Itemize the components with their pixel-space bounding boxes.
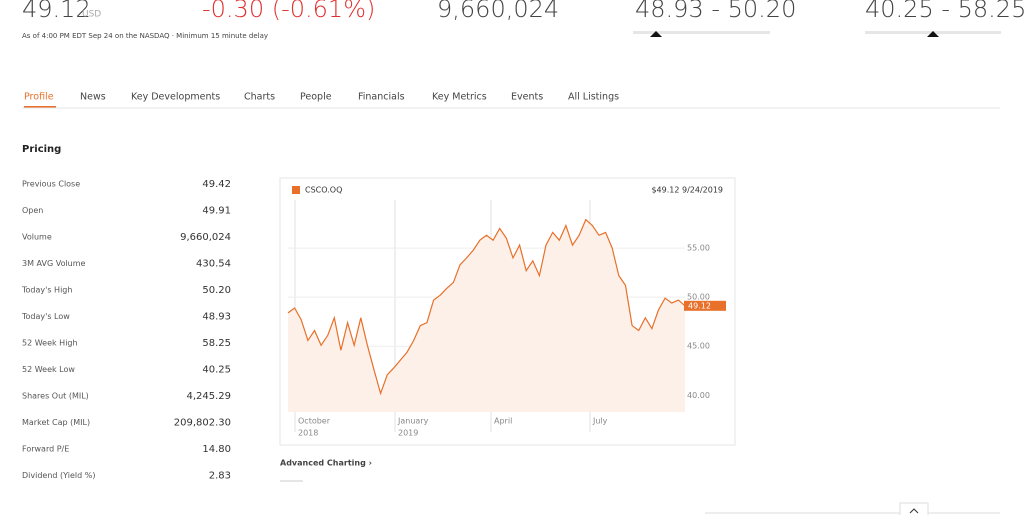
range-52: 40.25 - 58.25 <box>865 0 1024 23</box>
volume: 9,660,024 <box>437 0 559 23</box>
chevron <box>909 508 919 514</box>
tab[interactable]: Events <box>511 92 543 103</box>
day-range: 48.93 - 50.20 <box>635 0 796 23</box>
y-tick-label: 55.00 <box>687 244 710 253</box>
range-marker <box>650 31 662 37</box>
price-line <box>287 218 686 396</box>
row-label: Market Cap (MIL) <box>22 418 90 427</box>
chart-frame <box>279 177 736 446</box>
currency: USD <box>82 10 101 20</box>
range-marker <box>927 31 939 37</box>
row-label: 52 Week Low <box>22 365 75 374</box>
row-label: Today's High <box>21 286 72 295</box>
row-value: 209,802.30 <box>174 418 231 429</box>
row-value: 50.20 <box>202 285 231 296</box>
row-value: 40.25 <box>202 365 231 376</box>
price: 49.12 <box>22 0 91 23</box>
tab[interactable]: Key Developments <box>131 92 220 103</box>
row-label: Forward P/E <box>22 445 69 454</box>
tab[interactable]: People <box>300 92 332 103</box>
change: -0.30 (-0.61%) <box>202 0 375 23</box>
row-value: 14.80 <box>202 444 231 455</box>
row-value: 58.25 <box>202 338 231 349</box>
tab[interactable]: All Listings <box>568 92 619 103</box>
row-value: 9,660,024 <box>180 232 231 243</box>
row-label: Previous Close <box>22 180 80 189</box>
advanced-charting-link[interactable]: Advanced Charting › <box>280 459 372 468</box>
row-label: Today's Low <box>21 312 70 321</box>
row-label: Dividend (Yield %) <box>22 471 95 480</box>
x-tick-label: 2019 <box>398 429 418 438</box>
y-tick-label: 40.00 <box>687 391 710 400</box>
section-title: Pricing <box>22 144 61 155</box>
row-value: 49.42 <box>202 179 231 190</box>
area-fill <box>288 219 685 412</box>
as-of: As of 4:00 PM EDT Sep 24 on the NASDAQ ·… <box>22 32 268 40</box>
last-value-box <box>684 300 726 311</box>
chart-header: $49.12 9/24/2019 <box>651 186 723 195</box>
x-tick-label: April <box>494 417 512 426</box>
row-value: 49.91 <box>202 206 231 217</box>
row-value: 430.54 <box>196 259 231 270</box>
row-value: 48.93 <box>202 312 231 323</box>
tab[interactable]: Key Metrics <box>432 92 487 103</box>
tab[interactable]: Charts <box>244 92 275 103</box>
row-value: 4,245.29 <box>186 391 231 402</box>
row-value: 2.83 <box>209 471 231 482</box>
range-bar <box>633 31 770 34</box>
row-label: Open <box>22 206 43 215</box>
tab[interactable]: Financials <box>358 92 405 103</box>
legend-swatch <box>292 186 300 194</box>
y-tick-label: 50.00 <box>687 293 710 302</box>
row-label: 3M AVG Volume <box>22 259 86 268</box>
last-value-label: 49.12 <box>688 301 711 310</box>
x-tick-label: January <box>397 417 429 426</box>
x-tick-label: October <box>298 417 331 426</box>
row-label: 52 Week High <box>22 339 78 348</box>
tab[interactable]: Profile <box>24 92 54 103</box>
y-tick-label: 45.00 <box>687 342 710 351</box>
x-tick-label: 2018 <box>298 429 318 438</box>
x-tick-label: July <box>592 417 608 426</box>
row-label: Shares Out (MIL) <box>22 392 89 401</box>
tab[interactable]: News <box>80 92 106 103</box>
legend-label: CSCO.OQ <box>305 186 342 195</box>
row-label: Volume <box>22 233 52 242</box>
